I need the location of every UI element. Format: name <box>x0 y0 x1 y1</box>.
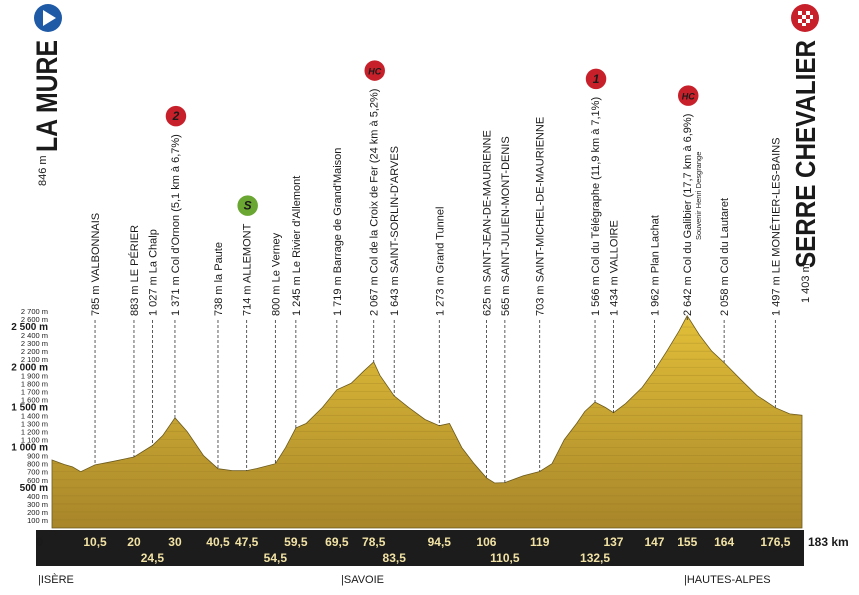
finish-flag <box>798 11 813 26</box>
climb-badge: 2 <box>164 104 188 128</box>
x-tick-label: 110,5 <box>490 551 520 565</box>
waypoint-label: 714 m ALLEMONT <box>242 223 254 316</box>
climb-badge: HC <box>362 58 387 83</box>
x-tick-label: 83,5 <box>383 551 407 565</box>
distance-band <box>36 530 804 566</box>
x-tick-label: 183 km <box>808 535 849 549</box>
y-tick-label: 600 m <box>27 476 48 485</box>
y-tick-label: 1 600 m <box>21 395 48 404</box>
badge-label: 1 <box>593 72 600 86</box>
x-tick-label: 30 <box>168 535 182 549</box>
region-label: |HAUTES-ALPES <box>684 574 771 586</box>
x-tick-label: 40,5 <box>206 535 230 549</box>
y-tick-label: 200 m <box>27 508 48 517</box>
waypoint-label: 883 m LE PÉRIER <box>128 225 141 316</box>
waypoint-label: 2 642 m Col du Galibier (17,7 km à 6,9%) <box>682 114 694 316</box>
x-tick-label: 164 <box>714 535 734 549</box>
badge-label: 2 <box>172 109 180 123</box>
y-tick-label: 800 m <box>27 460 48 469</box>
waypoint-label: 1 434 m VALLOIRE <box>608 220 620 316</box>
region-label: |SAVOIE <box>341 574 384 586</box>
y-tick-label: 2 600 m <box>21 315 48 324</box>
x-tick-label: 24,5 <box>141 551 165 565</box>
waypoint-label: 785 m VALBONNAIS <box>90 213 102 316</box>
x-tick-label: 78,5 <box>362 535 386 549</box>
finish-name: SERRE CHEVALIER <box>790 40 821 268</box>
waypoint-label: 1 719 m Barrage de Grand'Maison <box>332 148 344 316</box>
y-tick-label: 1 800 m <box>21 379 48 388</box>
badge-label: HC <box>682 92 695 102</box>
y-tick-label: 100 m <box>27 516 48 525</box>
x-tick-label: 20 <box>127 535 141 549</box>
x-tick-label: 94,5 <box>428 535 452 549</box>
waypoint-label: 2 067 m Col de la Croix de Fer (24 km à … <box>369 89 381 316</box>
waypoint-label: 1 273 m Grand Tunnel <box>434 207 446 316</box>
waypoint-note: Souvenir Henri Desgrange <box>694 152 703 240</box>
start-elevation: 846 m <box>37 155 49 186</box>
x-tick-label: 69,5 <box>325 535 349 549</box>
waypoint-label: 703 m SAINT-MICHEL-DE-MAURIENNE <box>535 117 547 316</box>
y-tick-label: 2 000 m <box>11 362 48 373</box>
start-arrow <box>43 10 56 26</box>
waypoint-label: 1 566 m Col du Télégraphe (11,9 km à 7,1… <box>590 97 602 316</box>
y-tick-label: 700 m <box>27 468 48 477</box>
start-name: LA MURE <box>31 40 64 152</box>
y-tick-label: 1 900 m <box>21 371 48 380</box>
badge-circle <box>164 104 188 128</box>
x-tick-label: 132,5 <box>580 551 610 565</box>
x-tick-label: 147 <box>644 535 664 549</box>
waypoint-label: 1 027 m La Chalp <box>147 229 159 316</box>
waypoint-label: 1 245 m Le Rivier d'Allemont <box>291 176 303 316</box>
y-tick-label: 1 000 m <box>11 443 48 454</box>
x-tick-label: 47,5 <box>235 535 259 549</box>
y-tick-label: 2 400 m <box>21 331 48 340</box>
waypoint-label: 1 643 m SAINT-SORLIN-D'ARVES <box>389 146 401 316</box>
x-tick-label: 137 <box>603 535 623 549</box>
x-tick-label: 155 <box>677 535 697 549</box>
waypoint-label: 738 m la Paute <box>213 242 225 316</box>
y-tick-label: 2 300 m <box>21 339 48 348</box>
x-tick-label: 0 <box>36 535 43 549</box>
region-label: |ISÈRE <box>38 573 74 586</box>
y-tick-label: 500 m <box>20 483 48 494</box>
y-tick-label: 1 400 m <box>21 411 48 420</box>
waypoint-label: 565 m SAINT-JULIEN-MONT-DENIS <box>500 136 512 316</box>
y-tick-label: 1 500 m <box>11 402 48 413</box>
y-tick-label: 1 300 m <box>21 420 48 429</box>
y-tick-label: 2 700 m <box>21 307 48 316</box>
climb-badge: 1 <box>584 67 608 91</box>
y-tick-label: 400 m <box>27 492 48 501</box>
badge-label: S <box>244 199 252 213</box>
y-tick-label: 1 700 m <box>21 387 48 396</box>
badge-circle <box>235 193 260 218</box>
elevation-area <box>51 314 803 529</box>
finish-elevation: 1 403 m <box>800 263 812 303</box>
badge-label: HC <box>368 67 381 77</box>
badge-circle <box>362 58 387 83</box>
y-tick-label: 2 200 m <box>21 347 48 356</box>
badge-circle <box>676 83 700 108</box>
y-tick-label: 2 500 m <box>11 322 48 333</box>
y-tick-label: 900 m <box>27 452 48 461</box>
x-tick-label: 176,5 <box>760 535 790 549</box>
waypoint-label: 1 371 m Col d'Ornon (5,1 km à 6,7%) <box>170 134 182 316</box>
waypoint-label: 1 962 m Plan Lachat <box>649 215 661 316</box>
waypoint-label: 2 058 m Col du Lautaret <box>719 198 731 316</box>
x-tick-label: 54,5 <box>264 551 288 565</box>
x-tick-label: 106 <box>476 535 496 549</box>
x-tick-label: 10,5 <box>83 535 107 549</box>
y-tick-label: 1 100 m <box>21 436 48 445</box>
badge-circle <box>584 67 608 91</box>
x-tick-label: 59,5 <box>284 535 308 549</box>
waypoint-label: 625 m SAINT-JEAN-DE-MAURIENNE <box>481 130 493 316</box>
waypoint-label: 1 497 m LE MONÊTIER-LES-BAINS <box>769 138 782 317</box>
y-tick-label: 1 200 m <box>21 428 48 437</box>
climb-badge: HC <box>676 83 700 108</box>
waypoint-label: 800 m Le Verney <box>270 232 282 316</box>
y-tick-label: 2 100 m <box>21 355 48 364</box>
y-tick-label: 300 m <box>27 500 48 509</box>
x-tick-label: 119 <box>530 535 550 549</box>
climb-badge: S <box>235 193 260 218</box>
